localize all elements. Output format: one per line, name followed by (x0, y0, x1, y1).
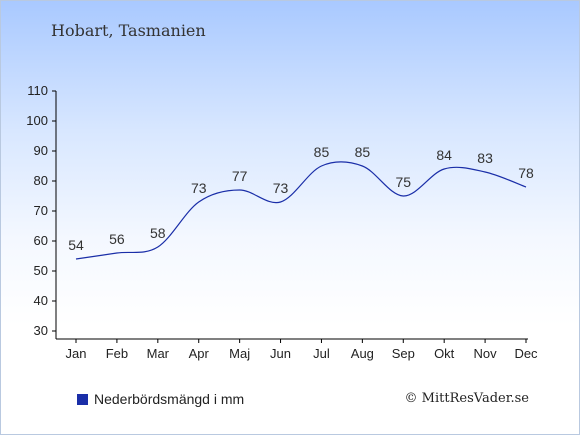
x-tick-label: Nov (474, 346, 498, 361)
y-tick-label: 70 (34, 203, 48, 218)
y-tick-label: 90 (34, 143, 48, 158)
data-label: 85 (355, 144, 371, 160)
y-tick-label: 100 (26, 113, 48, 128)
chart-title: Hobart, Tasmanien (51, 21, 206, 40)
y-tick-label: 110 (27, 83, 48, 98)
x-tick-label: Jun (270, 346, 291, 361)
x-tick-label: Mar (147, 346, 170, 361)
y-tick-label: 40 (34, 293, 48, 308)
x-tick-label: Dec (514, 346, 538, 361)
data-label: 84 (436, 147, 452, 163)
data-label: 75 (395, 174, 411, 190)
x-tick-label: Sep (392, 346, 415, 361)
data-label: 85 (314, 144, 330, 160)
data-label: 54 (68, 237, 84, 253)
x-tick-label: Feb (106, 346, 128, 361)
series-line (75, 161, 527, 260)
data-label: 73 (191, 180, 207, 196)
data-label: 56 (109, 231, 125, 247)
x-tick-label: Jul (313, 346, 330, 361)
data-label: 58 (150, 225, 166, 241)
y-tick-label: 60 (34, 233, 48, 248)
data-label: 83 (477, 150, 493, 166)
x-tick-label: Jan (66, 346, 87, 361)
legend-swatch (77, 393, 88, 405)
x-tick-label: Okt (434, 346, 455, 361)
x-tick-label: Apr (189, 346, 210, 361)
y-tick-label: 30 (34, 323, 48, 338)
data-label: 73 (273, 180, 289, 196)
y-tick-label: 80 (34, 173, 48, 188)
x-tick-label: Maj (229, 346, 250, 361)
legend-label: Nederbördsmängd i mm (94, 391, 245, 407)
credit-text: © MittResVader.se (404, 391, 529, 406)
x-tick-label: Aug (351, 346, 374, 361)
data-label: 77 (232, 168, 248, 184)
legend: Nederbördsmängd i mm (77, 391, 244, 407)
y-tick-label: 50 (34, 263, 48, 278)
data-label: 78 (518, 165, 534, 181)
